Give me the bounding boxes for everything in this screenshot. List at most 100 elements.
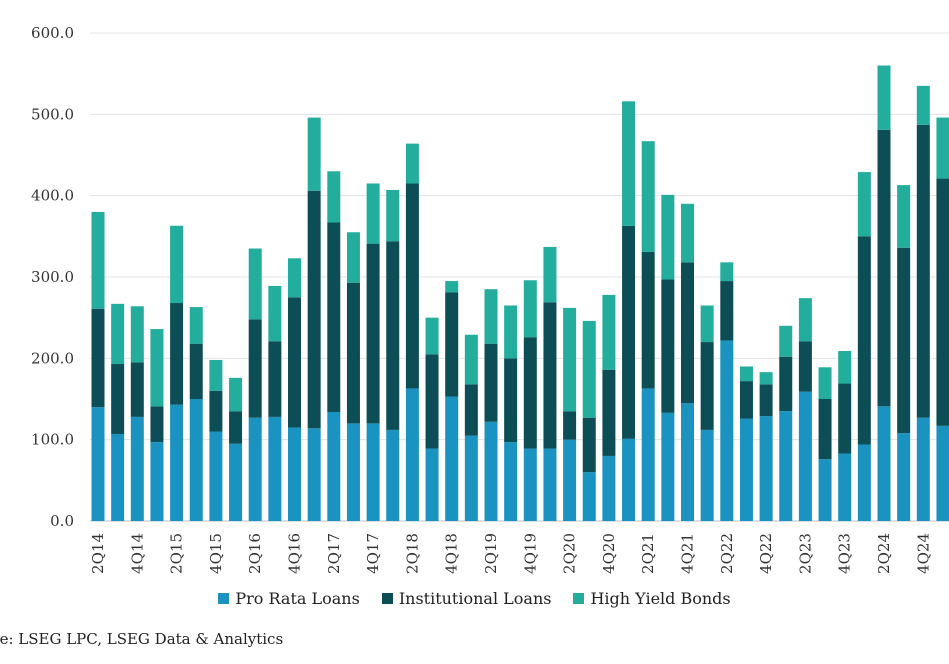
source-note: rce: LSEG LPC, LSEG Data & Analytics bbox=[0, 630, 284, 648]
bar-segment-high-yield-bonds bbox=[229, 377, 243, 412]
x-tick-label: 2Q15 bbox=[168, 533, 186, 574]
bar-segment-high-yield-bonds bbox=[150, 329, 164, 407]
x-tick-label: 2Q17 bbox=[325, 533, 343, 574]
bar-segment-high-yield-bonds bbox=[307, 117, 321, 191]
bar-segment-pro-rata-loans bbox=[307, 428, 321, 521]
y-tick-label: 500.0 bbox=[31, 105, 74, 123]
bar-segment-institutional-loans bbox=[641, 251, 655, 389]
bar-segment-institutional-loans bbox=[366, 243, 380, 424]
bar-segment-pro-rata-loans bbox=[661, 412, 675, 521]
legend-label-high-yield: High Yield Bonds bbox=[590, 588, 731, 608]
bar-segment-pro-rata-loans bbox=[563, 439, 577, 521]
bar-segment-high-yield-bonds bbox=[189, 307, 203, 344]
bar-segment-pro-rata-loans bbox=[700, 429, 714, 521]
bar-segment-high-yield-bonds bbox=[543, 246, 557, 303]
bar-segment-institutional-loans bbox=[523, 337, 537, 449]
bar-segment-institutional-loans bbox=[739, 381, 753, 419]
bar-segment-institutional-loans bbox=[150, 406, 164, 443]
bar-segment-institutional-loans bbox=[288, 297, 301, 428]
bar-segment-pro-rata-loans bbox=[818, 459, 832, 521]
bar-segment-high-yield-bonds bbox=[897, 185, 911, 248]
bar-segment-high-yield-bonds bbox=[445, 281, 459, 293]
bar-segment-pro-rata-loans bbox=[739, 418, 753, 521]
bar-segment-institutional-loans bbox=[248, 319, 262, 418]
x-tick-label: 2Q18 bbox=[403, 533, 421, 574]
bar-segment-institutional-loans bbox=[622, 225, 636, 439]
bar-segment-pro-rata-loans bbox=[838, 453, 852, 521]
bar-segment-pro-rata-loans bbox=[405, 388, 419, 521]
bar-segment-institutional-loans bbox=[307, 190, 321, 429]
bar-segment-pro-rata-loans bbox=[720, 340, 734, 521]
y-tick-label: 0.0 bbox=[50, 512, 74, 530]
bar-segment-high-yield-bonds bbox=[327, 171, 341, 223]
x-axis-ticks: 2Q14 4Q14 2Q15 4Q15 2Q16 4Q16 2Q17 4Q17 2Q18 4Q18… bbox=[89, 533, 932, 574]
bar-segment-institutional-loans bbox=[464, 384, 478, 436]
bar-segment-pro-rata-loans bbox=[229, 443, 243, 521]
bar-segment-institutional-loans bbox=[798, 341, 812, 392]
legend-item-institutional: Institutional Loans bbox=[381, 589, 551, 608]
x-tick-label: 4Q19 bbox=[521, 533, 539, 574]
bar-segment-high-yield-bonds bbox=[386, 189, 400, 242]
bar-segment-institutional-loans bbox=[582, 417, 596, 473]
bar-segment-pro-rata-loans bbox=[602, 455, 616, 521]
bar-segment-high-yield-bonds bbox=[288, 258, 301, 298]
bar-segment-high-yield-bonds bbox=[504, 305, 518, 359]
bar-segment-pro-rata-loans bbox=[798, 391, 812, 521]
bars bbox=[91, 65, 949, 521]
bar-segment-pro-rata-loans bbox=[779, 411, 793, 521]
bar-segment-institutional-loans bbox=[209, 390, 223, 432]
bar-segment-institutional-loans bbox=[838, 383, 852, 454]
bar-segment-pro-rata-loans bbox=[916, 417, 930, 521]
x-tick-label: 4Q22 bbox=[757, 533, 775, 574]
bar-segment-pro-rata-loans bbox=[622, 438, 636, 521]
x-tick-label: 2Q16 bbox=[246, 533, 264, 574]
bar-segment-high-yield-bonds bbox=[700, 305, 714, 343]
bar-segment-pro-rata-loans bbox=[209, 431, 223, 521]
bar-segment-high-yield-bonds bbox=[661, 194, 675, 280]
y-tick-label: 200.0 bbox=[31, 349, 74, 367]
bar-segment-high-yield-bonds bbox=[484, 289, 498, 344]
bar-segment-high-yield-bonds bbox=[209, 359, 223, 391]
bar-segment-high-yield-bonds bbox=[838, 351, 852, 384]
bar-segment-high-yield-bonds bbox=[916, 85, 930, 125]
x-tick-label: 4Q23 bbox=[836, 533, 854, 574]
bar-segment-high-yield-bonds bbox=[170, 225, 184, 304]
bar-segment-pro-rata-loans bbox=[189, 399, 203, 521]
x-tick-label: 4Q14 bbox=[128, 533, 146, 574]
bar-segment-high-yield-bonds bbox=[602, 294, 616, 370]
x-tick-label: 2Q21 bbox=[639, 533, 657, 574]
bar-segment-institutional-loans bbox=[897, 247, 911, 434]
bar-segment-high-yield-bonds bbox=[563, 307, 577, 412]
bar-segment-pro-rata-loans bbox=[897, 433, 911, 521]
bar-segment-high-yield-bonds bbox=[622, 101, 636, 226]
bar-segment-institutional-loans bbox=[386, 241, 400, 430]
bar-segment-high-yield-bonds bbox=[720, 262, 734, 282]
bar-segment-institutional-loans bbox=[484, 343, 498, 422]
x-tick-label: 2Q23 bbox=[796, 533, 814, 574]
bar-segment-institutional-loans bbox=[504, 358, 518, 443]
bar-segment-pro-rata-loans bbox=[366, 423, 380, 521]
legend-item-pro-rata: Pro Rata Loans bbox=[218, 588, 360, 608]
bar-segment-high-yield-bonds bbox=[268, 285, 282, 342]
legend-label-pro-rata: Pro Rata Loans bbox=[235, 588, 360, 608]
y-tick-label: 400.0 bbox=[31, 187, 74, 205]
bar-segment-institutional-loans bbox=[170, 303, 184, 405]
bar-segment-pro-rata-loans bbox=[877, 406, 891, 521]
bar-segment-pro-rata-loans bbox=[425, 448, 439, 521]
bar-segment-high-yield-bonds bbox=[798, 298, 812, 342]
y-tick-label: 600.0 bbox=[31, 24, 74, 42]
bar-segment-pro-rata-loans bbox=[582, 472, 596, 521]
bar-segment-pro-rata-loans bbox=[130, 416, 144, 521]
bar-segment-pro-rata-loans bbox=[248, 417, 262, 521]
x-tick-label: 4Q18 bbox=[443, 533, 461, 574]
bar-segment-institutional-loans bbox=[425, 354, 439, 449]
x-tick-label: 2Q19 bbox=[482, 533, 500, 574]
bar-segment-high-yield-bonds bbox=[779, 325, 793, 357]
bar-segment-institutional-loans bbox=[91, 308, 105, 408]
bar-segment-institutional-loans bbox=[661, 279, 675, 413]
legend-swatch-high-yield bbox=[573, 592, 585, 604]
bar-segment-pro-rata-loans bbox=[464, 435, 478, 521]
bar-segment-pro-rata-loans bbox=[484, 421, 498, 521]
y-tick-label: 300.0 bbox=[31, 268, 74, 286]
bar-segment-institutional-loans bbox=[543, 302, 557, 449]
